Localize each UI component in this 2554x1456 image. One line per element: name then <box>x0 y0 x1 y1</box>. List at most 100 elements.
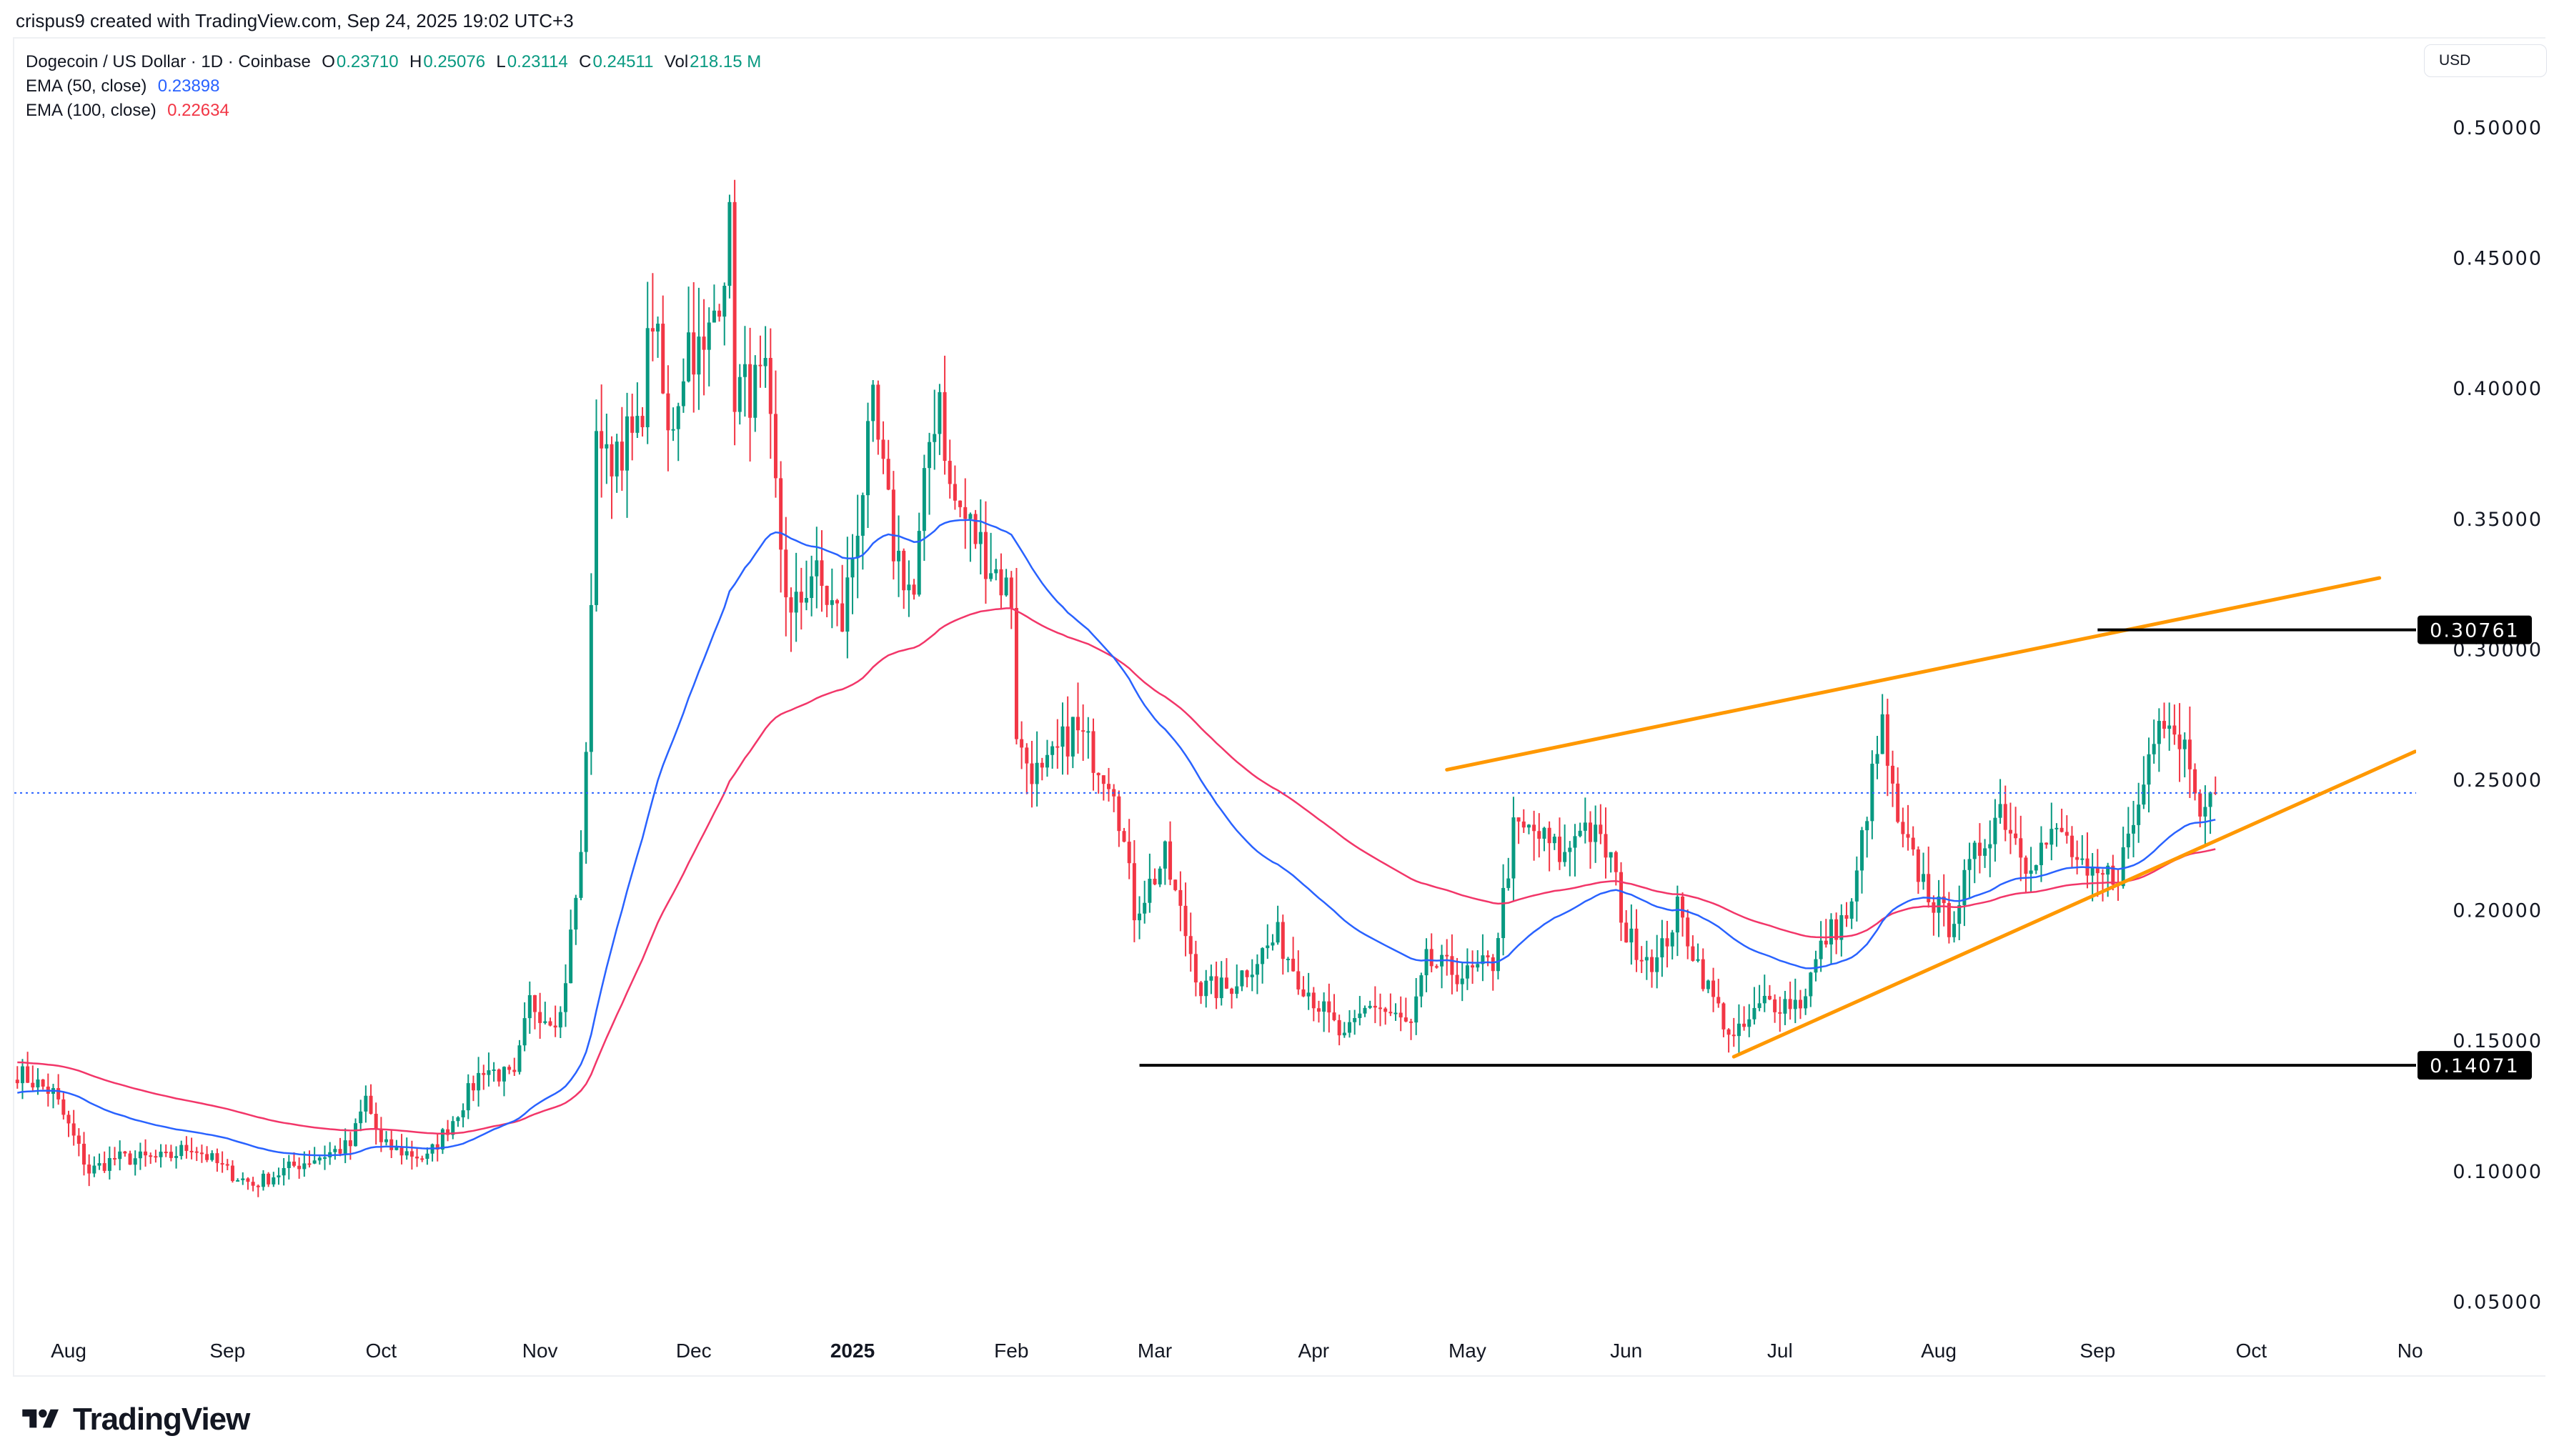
candle-body <box>399 1146 404 1156</box>
candle-body <box>1588 822 1592 842</box>
level-price-label: 0.14071 <box>2430 1055 2520 1077</box>
candle <box>1183 882 1188 957</box>
candle-body <box>712 310 716 323</box>
candle-body <box>1398 1012 1403 1018</box>
candle <box>784 517 788 637</box>
candle-body <box>277 1175 281 1177</box>
candle-body <box>1450 956 1454 975</box>
y-tick-label: 0.45000 <box>2453 248 2543 270</box>
candle <box>1235 964 1239 999</box>
candle-body <box>1809 972 1813 997</box>
candle-body <box>978 532 983 544</box>
candle <box>1983 839 1987 868</box>
candle-body <box>149 1155 153 1157</box>
candle <box>2090 853 2095 902</box>
candle <box>1922 852 1926 890</box>
candle <box>1962 859 1967 927</box>
candle <box>1132 840 1136 942</box>
candle <box>261 1170 265 1191</box>
ema50-row[interactable]: EMA (50, close) 0.23898 <box>26 74 762 99</box>
candle-body <box>1491 957 1495 972</box>
candle <box>1055 719 1060 769</box>
candle-body <box>507 1067 512 1070</box>
candle <box>610 436 614 519</box>
candle <box>1731 1017 1736 1047</box>
candle <box>1271 934 1275 951</box>
currency-button[interactable]: USD <box>2424 44 2547 77</box>
tradingview-logo[interactable]: TradingView <box>16 1402 250 1437</box>
candle-body <box>354 1123 358 1147</box>
candle-body <box>1188 936 1193 954</box>
candle-body <box>1865 821 1869 831</box>
candle-body <box>1814 959 1818 973</box>
high-value: 0.25076 <box>423 52 486 71</box>
candle <box>2187 707 2192 798</box>
candle-body <box>1486 955 1490 958</box>
candle <box>1316 1000 1321 1023</box>
candle <box>973 509 978 549</box>
candle-body <box>835 600 839 604</box>
candle <box>1245 969 1249 987</box>
candle <box>1783 990 1787 1025</box>
candle-body <box>297 1165 302 1170</box>
candle-body <box>317 1157 322 1161</box>
candle-body <box>1839 915 1844 940</box>
candle-body <box>71 1123 76 1136</box>
candle <box>133 1150 137 1176</box>
symbol-title[interactable]: Dogecoin / US Dollar · 1D · Coinbase <box>26 52 311 71</box>
trendline <box>1445 576 2382 772</box>
candle <box>179 1140 184 1160</box>
candle-body <box>692 332 696 375</box>
candle-body <box>1901 822 1905 834</box>
candle-body <box>1266 945 1270 949</box>
y-tick-label: 0.25000 <box>2453 769 2543 792</box>
candle <box>1957 885 1962 941</box>
candle-body <box>1583 822 1587 831</box>
candle-body <box>1086 731 1090 733</box>
candle <box>364 1085 368 1123</box>
ema50-value: 0.23898 <box>157 76 220 96</box>
candle-body <box>727 201 732 286</box>
candle-body <box>435 1144 439 1150</box>
candle <box>1942 874 1946 927</box>
candle <box>1901 807 1905 848</box>
candle-body <box>912 584 916 595</box>
ema100-value: 0.22634 <box>167 101 229 120</box>
candle <box>538 992 542 1039</box>
candle-body <box>1316 1008 1321 1012</box>
candle-body <box>845 577 850 632</box>
candle-body <box>579 852 583 898</box>
candle <box>1865 817 1869 858</box>
ema100-row[interactable]: EMA (100, close) 0.22634 <box>26 99 762 123</box>
candle-body <box>471 1083 475 1091</box>
candle-body <box>2044 842 2049 845</box>
candle-body <box>1383 1008 1388 1012</box>
candle <box>563 964 567 1027</box>
candle-body <box>1726 1029 1731 1035</box>
candle <box>2142 756 2146 809</box>
candle <box>2059 808 2064 833</box>
candle-body <box>2152 744 2156 754</box>
candle <box>1322 992 1326 1032</box>
candle <box>430 1143 434 1162</box>
ema100-line <box>17 607 2216 1135</box>
candle-body <box>1778 1012 1782 1014</box>
candle-body <box>953 484 957 501</box>
candle <box>317 1156 322 1165</box>
candle-body <box>1465 965 1469 979</box>
candle-body <box>1101 775 1105 784</box>
candle-body <box>1870 764 1874 822</box>
candle-body <box>538 1012 542 1023</box>
candle <box>794 552 798 642</box>
candle-body <box>1050 746 1055 755</box>
candle <box>866 402 870 528</box>
low-label: L <box>496 52 506 71</box>
candle-body <box>1204 980 1208 997</box>
candle <box>2126 807 2130 859</box>
candle-body <box>420 1158 424 1160</box>
candle-body <box>2147 754 2151 785</box>
candle-body <box>1348 1022 1351 1033</box>
candle-body <box>1681 896 1685 918</box>
candle-body <box>2003 804 2007 830</box>
